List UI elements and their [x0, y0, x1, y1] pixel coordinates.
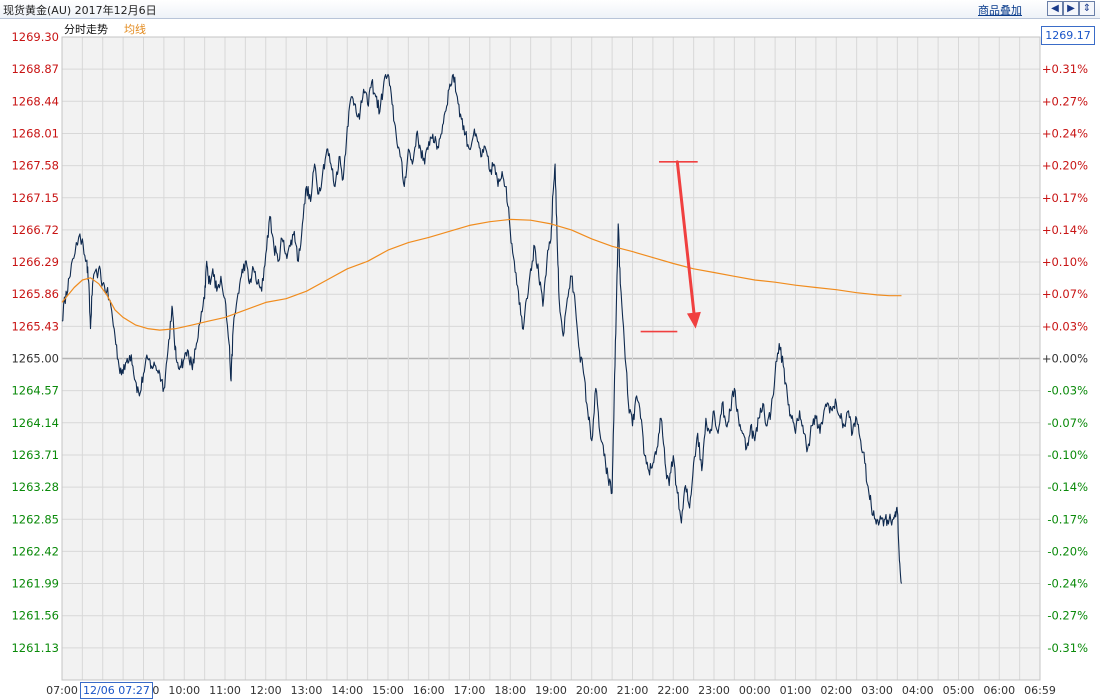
price-tick-label: 1264.14 — [11, 416, 59, 430]
price-tick-label: 1265.86 — [11, 287, 59, 301]
legend-average-line: 均线 — [124, 23, 146, 36]
time-tick-label: 06:00 — [983, 684, 1015, 697]
title-bar: 现货黄金(AU) 2017年12月6日 商品叠加 ◀ ▶ ⇕ — [0, 0, 1100, 19]
percent-tick-label: +0.00% — [1042, 352, 1088, 366]
time-tick-label: 15:00 — [372, 684, 404, 697]
price-tick-label: 1267.15 — [11, 191, 59, 205]
time-tick-label: 18:00 — [494, 684, 526, 697]
percent-tick-label: +0.27% — [1042, 94, 1088, 108]
window-title: 现货黄金(AU) 2017年12月6日 — [3, 4, 157, 17]
price-tick-label: 1268.01 — [11, 126, 59, 140]
annotation-arrow-shaft — [675, 160, 696, 315]
legend-price-line: 分时走势 — [64, 23, 108, 36]
price-tick-label: 1265.00 — [11, 352, 59, 366]
percent-tick-label: +0.31% — [1042, 62, 1088, 76]
arrow-right-icon[interactable]: ▶ — [1063, 1, 1079, 16]
price-tick-label: 1264.57 — [11, 384, 59, 398]
percent-tick-label: -0.20% — [1047, 544, 1088, 558]
time-tick-label: 05:00 — [943, 684, 975, 697]
percent-tick-label: -0.14% — [1047, 480, 1088, 494]
percent-tick-label: +0.07% — [1042, 287, 1088, 301]
time-tick-label: 17:00 — [454, 684, 486, 697]
current-price-label: 1269.17 — [1041, 26, 1095, 45]
time-tick-label: 11:00 — [209, 684, 241, 697]
time-tick-label: 19:00 — [535, 684, 567, 697]
time-tick-label: 22:00 — [657, 684, 689, 697]
crosshair-time-label: 12/06 07:27 — [80, 682, 153, 699]
time-tick-label: 16:00 — [413, 684, 445, 697]
time-tick-label: 03:00 — [861, 684, 893, 697]
percent-tick-label: -0.27% — [1047, 609, 1088, 623]
time-tick-label: 23:00 — [698, 684, 730, 697]
price-tick-label: 1263.28 — [11, 480, 59, 494]
average-series-line — [61, 218, 902, 331]
price-tick-label: 1261.56 — [11, 609, 59, 623]
annotation-layer — [640, 160, 701, 333]
price-tick-label: 1267.58 — [11, 159, 59, 173]
price-tick-label: 1266.29 — [11, 255, 59, 269]
time-tick-label: 13:00 — [291, 684, 323, 697]
price-tick-label: 1265.43 — [11, 319, 59, 333]
percent-tick-label: +0.14% — [1042, 223, 1088, 237]
price-series-line — [61, 73, 903, 584]
time-tick-label: 21:00 — [617, 684, 649, 697]
price-tick-label: 1268.87 — [11, 62, 59, 76]
percent-tick-label: +0.20% — [1042, 159, 1088, 173]
grid-lines — [61, 36, 1041, 681]
price-tick-label: 1268.44 — [11, 94, 59, 108]
percent-tick-label: -0.31% — [1047, 641, 1088, 655]
time-axis: 07:0008:0009:0010:0011:0012:0013:0014:00… — [46, 684, 1056, 697]
price-tick-label: 1266.72 — [11, 223, 59, 237]
price-tick-label: 1261.99 — [11, 577, 59, 591]
series-layer — [61, 73, 903, 584]
arrow-up-down-icon[interactable]: ⇕ — [1079, 1, 1095, 16]
percent-tick-label: -0.17% — [1047, 512, 1088, 526]
time-tick-label: 02:00 — [820, 684, 852, 697]
time-tick-label: 20:00 — [576, 684, 608, 697]
time-tick-label: 01:00 — [780, 684, 812, 697]
time-tick-label: 04:00 — [902, 684, 934, 697]
time-tick-label: 07:00 — [46, 684, 78, 697]
percent-tick-label: -0.03% — [1047, 384, 1088, 398]
percent-tick-label: +0.10% — [1042, 255, 1088, 269]
price-tick-label: 1262.85 — [11, 512, 59, 526]
percent-tick-label: -0.10% — [1047, 448, 1088, 462]
time-tick-label: 14:00 — [331, 684, 363, 697]
percent-tick-label: +0.17% — [1042, 191, 1088, 205]
price-tick-label: 1269.30 — [11, 30, 59, 44]
overlay-commodity-button[interactable]: 商品叠加 — [978, 4, 1022, 17]
time-tick-label: 06:59 — [1024, 684, 1056, 697]
price-tick-label: 1262.42 — [11, 544, 59, 558]
annotation-arrow-head — [686, 311, 701, 329]
price-tick-label: 1261.13 — [11, 641, 59, 655]
price-tick-label: 1263.71 — [11, 448, 59, 462]
arrow-left-icon[interactable]: ◀ — [1047, 1, 1063, 16]
time-tick-label: 12:00 — [250, 684, 282, 697]
percent-tick-label: -0.07% — [1047, 416, 1088, 430]
price-axis: 1269.30 1268.87 1268.44 1268.01 1267.58 1267.… — [11, 30, 59, 655]
percent-axis: +0.31% +0.27% +0.24% +0.20% +0.17% +0.14% +0.1… — [1042, 62, 1088, 655]
plot-border — [61, 36, 1041, 681]
percent-tick-label: +0.24% — [1042, 126, 1088, 140]
percent-tick-label: -0.24% — [1047, 577, 1088, 591]
time-tick-label: 10:00 — [168, 684, 200, 697]
percent-tick-label: +0.03% — [1042, 319, 1088, 333]
time-tick-label: 00:00 — [739, 684, 771, 697]
